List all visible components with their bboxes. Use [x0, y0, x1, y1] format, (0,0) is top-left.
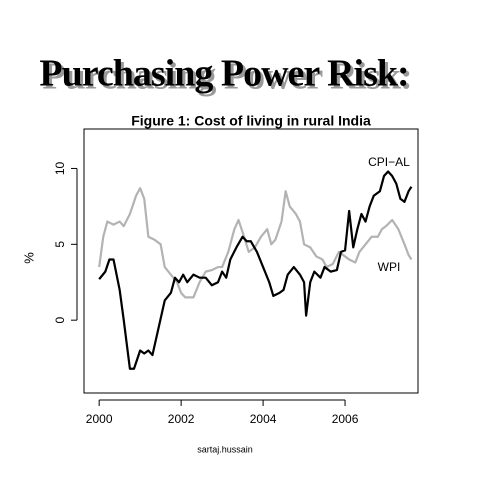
x-tick-label: 2000: [86, 412, 113, 426]
y-axis-label: %: [21, 252, 36, 264]
x-tick-label: 2002: [168, 412, 195, 426]
plot-box: [83, 128, 419, 394]
series-label: CPI−AL: [368, 155, 410, 169]
y-tick-label: 10: [53, 161, 67, 175]
series-label: WPI: [378, 260, 401, 274]
slide-title: Purchasing Power Risk:: [39, 53, 408, 95]
x-tick-label: 2006: [332, 412, 359, 426]
chart-title: Figure 1: Cost of living in rural India: [131, 113, 371, 129]
credit: sartaj.hussain: [197, 444, 253, 454]
x-tick-label: 2004: [250, 412, 277, 426]
y-tick-label: 0: [53, 317, 67, 324]
y-tick-label: 5: [53, 241, 67, 248]
series-line: [98, 187, 413, 299]
series-line: [98, 170, 413, 370]
slide-title-shadow: Purchasing Power Risk:: [42, 56, 411, 98]
